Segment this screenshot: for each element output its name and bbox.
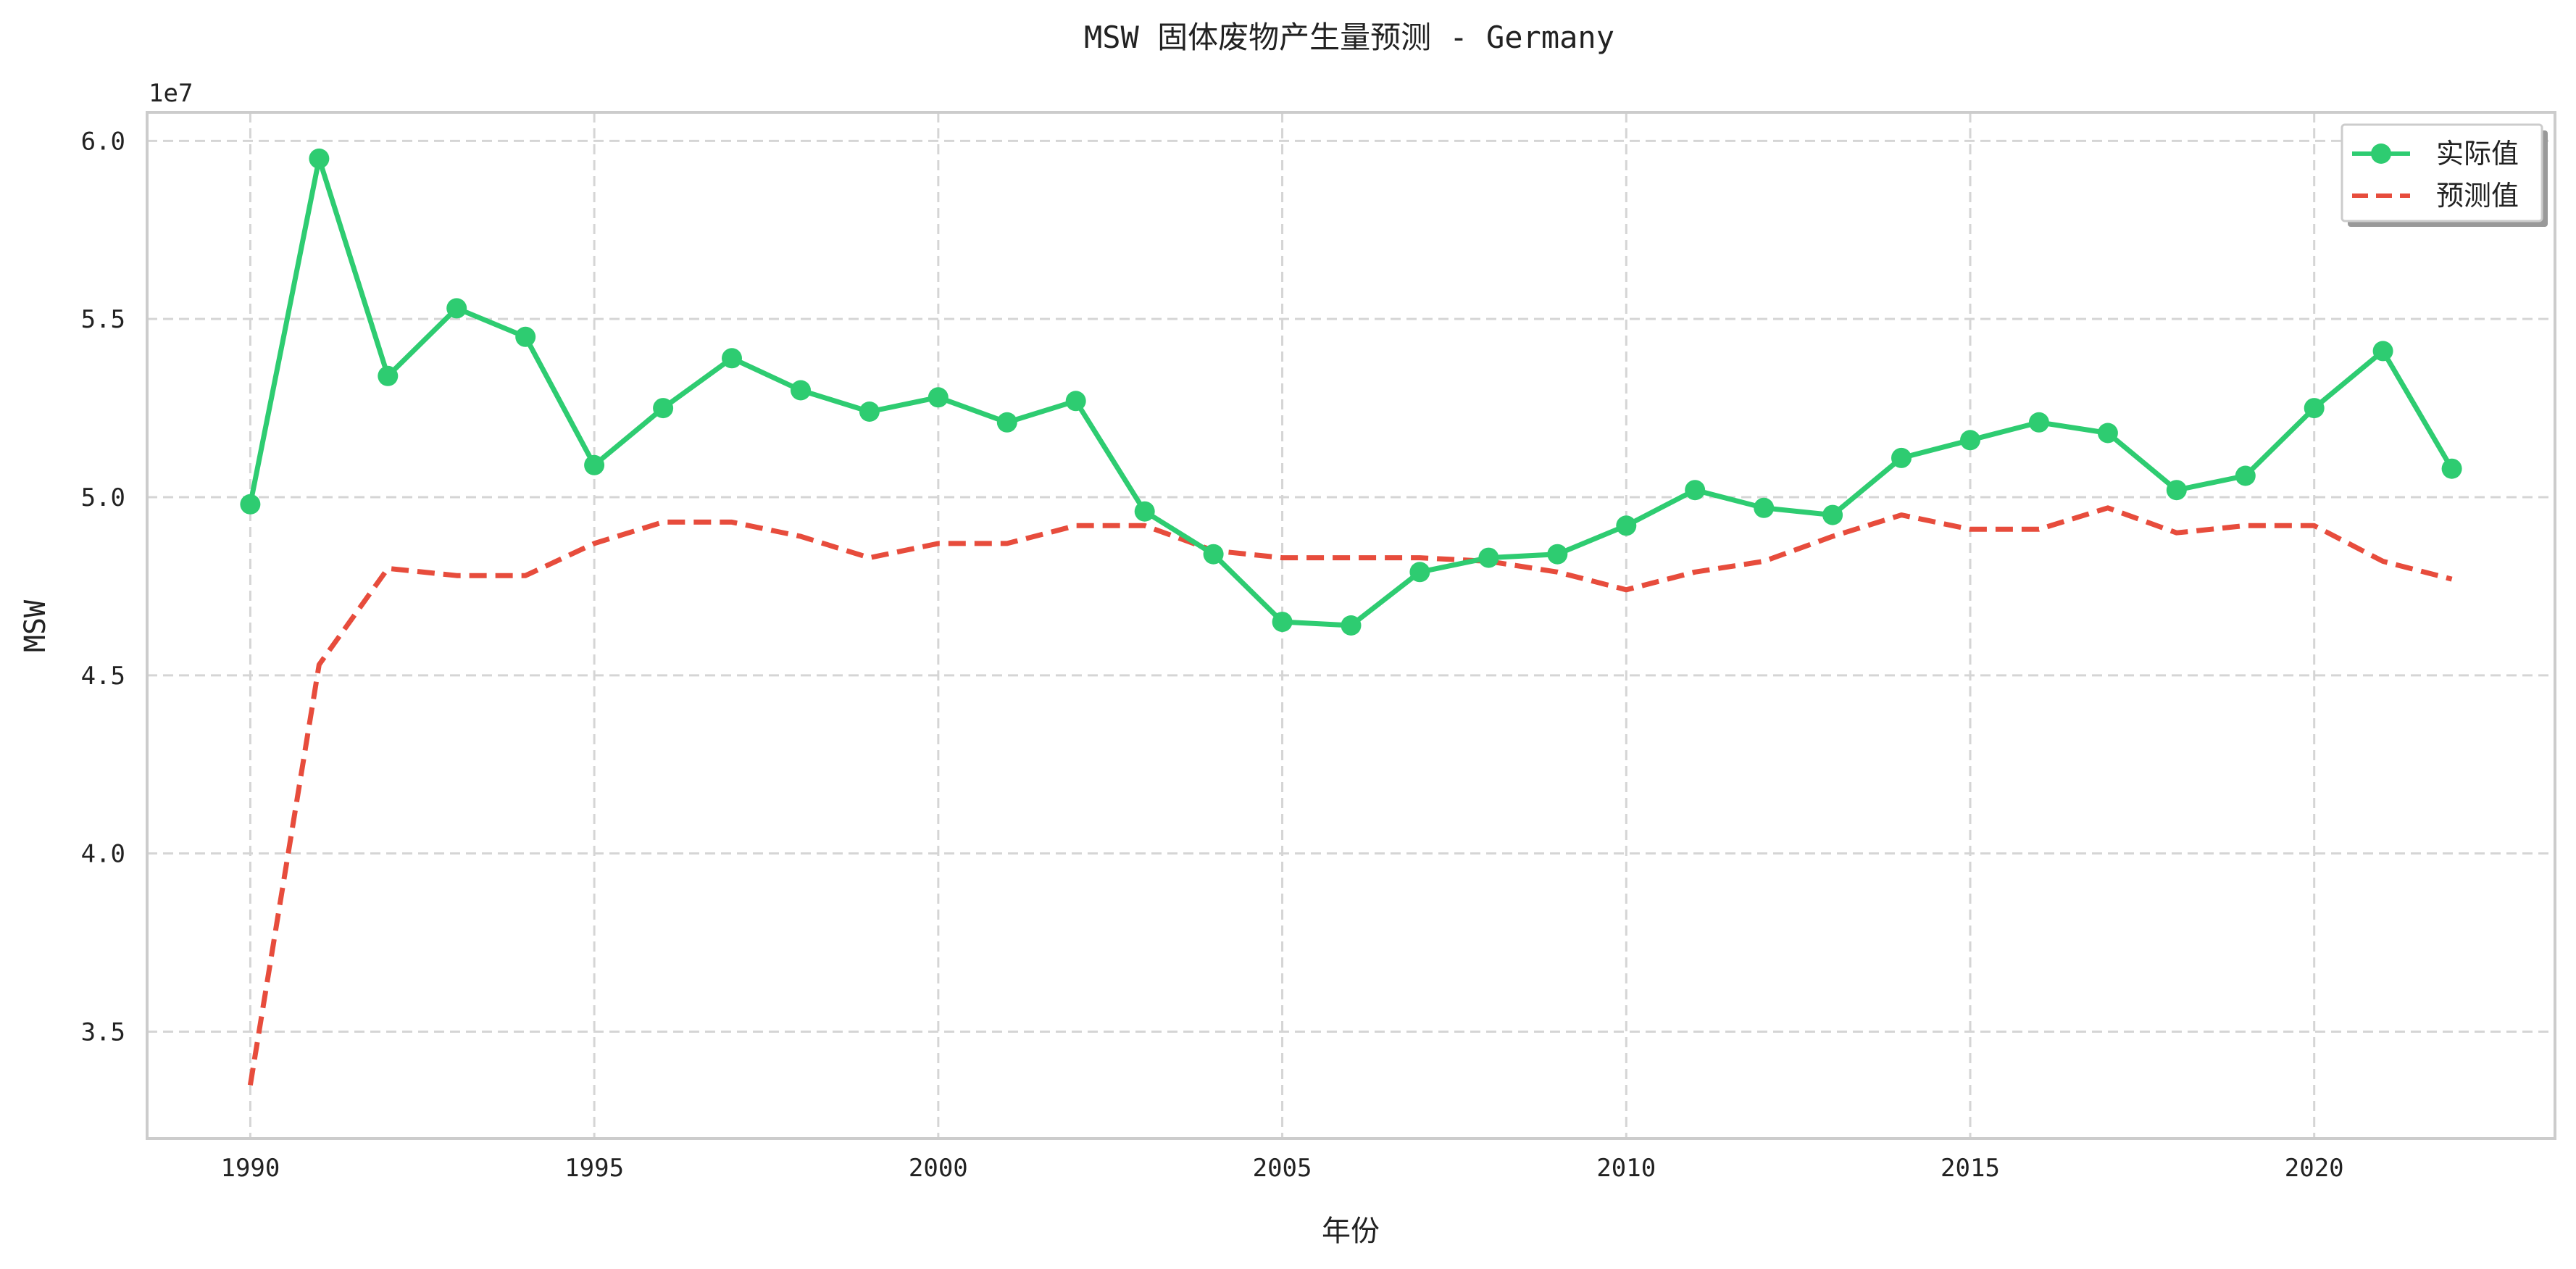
- data-point-actual: [1547, 544, 1568, 565]
- data-point-actual: [2441, 458, 2462, 479]
- data-point-actual: [240, 494, 261, 515]
- x-tick-label: 2010: [1596, 1154, 1656, 1183]
- x-tick-label: 2015: [1941, 1154, 2000, 1183]
- y-tick-label: 5.0: [81, 483, 125, 512]
- data-point-actual: [2372, 341, 2393, 362]
- data-point-actual: [1203, 544, 1224, 565]
- x-tick-label: 1990: [220, 1154, 280, 1183]
- y-tick-label: 6.0: [81, 127, 125, 156]
- data-point-actual: [2097, 423, 2118, 444]
- y-axis-title: MSW: [19, 599, 52, 652]
- data-point-actual: [1409, 562, 1430, 583]
- data-point-actual: [1685, 480, 1706, 501]
- data-point-actual: [584, 454, 605, 475]
- data-point-actual: [1822, 504, 1843, 525]
- data-point-actual: [1960, 430, 1980, 451]
- data-point-actual: [309, 148, 330, 169]
- data-point-actual: [1134, 501, 1155, 522]
- series-line-forecast: [247, 505, 2453, 1086]
- x-tick-label: 1995: [564, 1154, 624, 1183]
- legend-label-forecast: 预测值: [2436, 180, 2519, 212]
- legend: 实际值 预测值: [2341, 123, 2548, 227]
- axis-ticks: 1990 1995 2000 2005 2010 2015 2020 3.5 4.0 4.5 5.0…: [81, 127, 2344, 1183]
- data-point-actual: [928, 387, 949, 408]
- legend-marker-actual: [2371, 143, 2391, 164]
- data-point-actual: [859, 401, 880, 422]
- x-tick-label: 2005: [1253, 1154, 1312, 1183]
- y-axis-offset-label: 1e7: [149, 79, 193, 108]
- chart-title: MSW 固体废物产生量预测 - Germany: [1084, 20, 1614, 55]
- data-point-actual: [722, 348, 742, 369]
- plot-area-frame: [146, 111, 2556, 1140]
- data-point-actual: [2028, 412, 2049, 433]
- data-point-actual: [1065, 391, 1086, 412]
- data-point-actual: [1616, 515, 1637, 536]
- data-point-actual: [378, 365, 399, 386]
- x-tick-label: 2000: [909, 1154, 968, 1183]
- data-point-actual: [1272, 612, 1293, 633]
- y-tick-label: 4.5: [81, 662, 125, 691]
- y-tick-label: 3.5: [81, 1018, 125, 1047]
- data-point-actual: [2235, 465, 2256, 486]
- y-tick-label: 5.5: [81, 305, 125, 334]
- x-axis-title: 年份: [1322, 1215, 1380, 1248]
- data-point-actual: [1891, 447, 1912, 468]
- data-point-actual: [1341, 615, 1362, 636]
- y-tick-label: 4.0: [81, 840, 125, 869]
- data-point-actual: [2166, 480, 2187, 501]
- data-point-actual: [996, 412, 1017, 433]
- data-point-actual: [653, 398, 674, 419]
- data-point-actual: [2304, 398, 2325, 419]
- data-point-actual: [1478, 547, 1499, 568]
- data-point-actual: [791, 380, 811, 401]
- legend-label-actual: 实际值: [2436, 138, 2519, 170]
- x-tick-label: 2020: [2285, 1154, 2344, 1183]
- series-group: [240, 148, 2462, 1086]
- data-point-actual: [1754, 497, 1775, 518]
- data-point-actual: [515, 326, 536, 347]
- data-point-actual: [446, 298, 467, 319]
